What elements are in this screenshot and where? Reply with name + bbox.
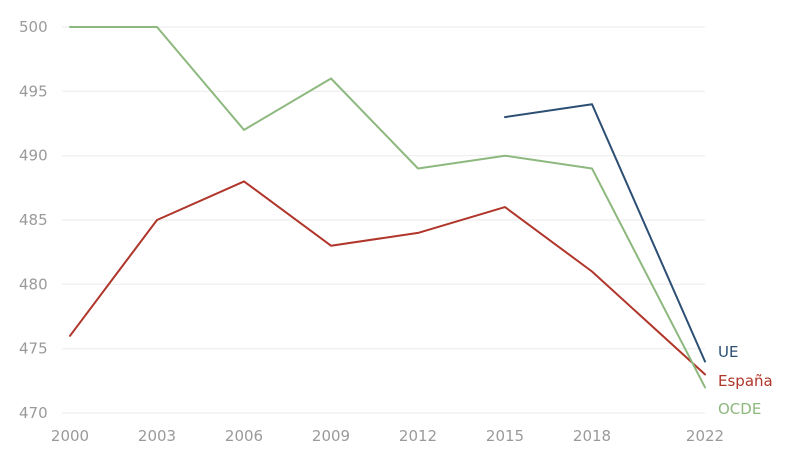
y-tick-label-470: 470 — [19, 404, 48, 422]
series-lines — [69, 26, 706, 389]
y-axis: 500 495 490 485 480 475 470 — [19, 18, 48, 422]
series-line-ocde — [69, 26, 706, 389]
series-line-espana — [69, 180, 706, 376]
x-tick-label-2015: 2015 — [486, 427, 524, 445]
x-tick-label-2012: 2012 — [399, 427, 437, 445]
y-tick-label-480: 480 — [19, 275, 48, 293]
series-line-ue — [504, 103, 706, 363]
x-tick-label-2006: 2006 — [225, 427, 263, 445]
series-label-ocde: OCDE — [718, 400, 761, 418]
y-tick-label-495: 495 — [19, 82, 48, 100]
y-tick-label-485: 485 — [19, 211, 48, 229]
y-tick-label-490: 490 — [19, 147, 48, 165]
series-labels: UE España OCDE — [718, 343, 773, 418]
x-tick-label-2000: 2000 — [51, 427, 89, 445]
y-tick-label-475: 475 — [19, 340, 48, 358]
x-axis: 2000 2003 2006 2009 2012 2015 2018 2022 — [51, 427, 724, 445]
series-label-ue: UE — [718, 343, 738, 361]
x-tick-label-2009: 2009 — [312, 427, 350, 445]
series-label-espana: España — [718, 372, 773, 390]
y-tick-label-500: 500 — [19, 18, 48, 36]
x-tick-label-2018: 2018 — [573, 427, 611, 445]
x-tick-label-2022: 2022 — [686, 427, 724, 445]
x-tick-label-2003: 2003 — [138, 427, 176, 445]
gridlines — [62, 26, 705, 414]
